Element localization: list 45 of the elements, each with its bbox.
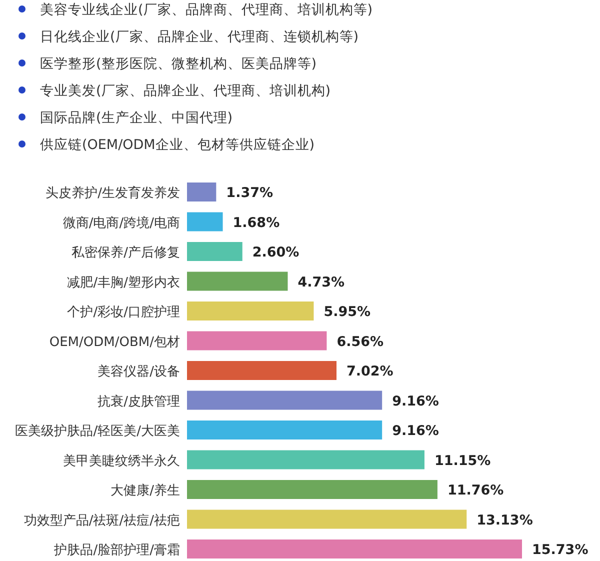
y-tick-label: 功效型产品/祛斑/祛痘/祛疤 (24, 513, 180, 528)
data-label: 1.37% (226, 185, 274, 201)
bar (187, 480, 438, 499)
bar (187, 390, 382, 410)
data-label: 13.13% (476, 512, 534, 528)
text: 美容专业线企业(厂家、品牌商、代理商、培训机构等) (40, 2, 373, 18)
bar (187, 272, 288, 291)
y-tick-label: 大健康/养生 (110, 482, 180, 498)
bar (187, 242, 242, 261)
bar (187, 540, 522, 558)
data-label: 5.95% (324, 304, 372, 320)
bar (187, 302, 314, 320)
text: 医学整形(整形医院、微整机构、医美品牌等) (40, 56, 317, 72)
bar (187, 420, 382, 440)
data-label: 2.60% (252, 244, 300, 260)
y-tick-label: 医美级护肤品/轻医美/大医美 (15, 423, 180, 439)
data-label: 9.16% (392, 423, 440, 439)
text: 国际品牌(生产企业、中国代理) (40, 110, 233, 126)
y-tick-label: 减肥/丰胸/塑形内衣 (67, 274, 180, 290)
bar (187, 450, 424, 470)
y-tick-label: 个护/彩妆/口腔护理 (67, 305, 180, 320)
data-label: 6.56% (336, 334, 384, 350)
y-tick-label: 护肤品/脸部护理/膏霜 (53, 543, 180, 558)
bar (187, 331, 327, 350)
data-label: 9.16% (392, 393, 440, 410)
text: 专业美发(厂家、品牌企业、代理商、培训机构) (40, 83, 331, 99)
bar (187, 510, 467, 529)
bar (187, 182, 216, 202)
data-label: 15.73% (532, 542, 589, 558)
data-label: 11.76% (447, 482, 504, 498)
y-tick-label: 美甲美睫纹绣半永久 (63, 452, 180, 469)
y-tick-label: OEM/ODM/OBM/包材 (49, 334, 180, 350)
bar (187, 212, 223, 232)
data-label: 1.68% (232, 214, 280, 231)
data-label: 7.02% (346, 364, 394, 380)
data-label: 11.15% (434, 452, 492, 469)
text: 日化线企业(厂家、品牌企业、代理商、连锁机构等) (40, 29, 359, 45)
y-tick-label: 私密保养/产后修复 (72, 244, 180, 260)
y-tick-label: 美容仪器/设备 (98, 364, 180, 380)
y-tick-label: 抗衰/皮肤管理 (98, 393, 180, 410)
data-label: 4.73% (298, 274, 346, 290)
y-tick-label: 头皮养护/生发育发养发 (46, 185, 180, 201)
y-tick-label: 微商/电商/跨境/电商 (62, 214, 180, 231)
text: 供应链(OEM/ODM企业、包材等供应链企业) (40, 137, 315, 153)
bar (187, 361, 337, 380)
